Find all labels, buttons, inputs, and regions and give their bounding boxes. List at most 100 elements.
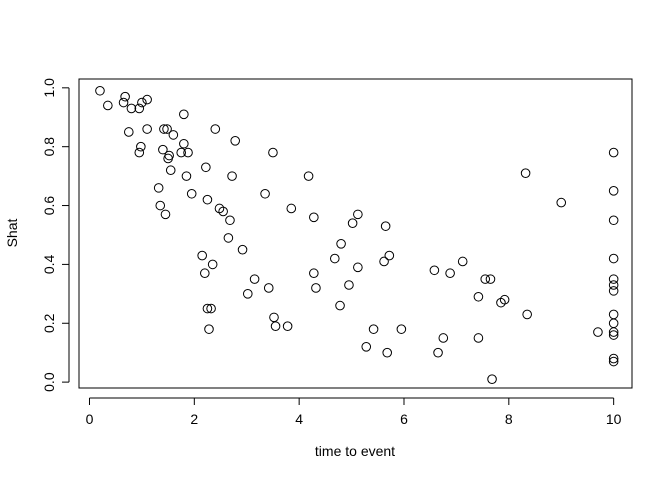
data-point — [168, 130, 179, 140]
data-point — [311, 283, 321, 293]
data-point — [176, 147, 187, 158]
data-point — [344, 280, 354, 290]
data-point — [329, 253, 340, 264]
y-tick-label: 0.4 — [41, 254, 57, 274]
data-point — [263, 283, 274, 293]
data-point — [160, 209, 171, 220]
data-point — [162, 124, 172, 134]
data-point — [123, 127, 134, 137]
data-point — [593, 327, 603, 337]
data-point — [165, 165, 176, 176]
data-point — [335, 300, 345, 311]
data-point — [120, 91, 130, 102]
data-point — [158, 144, 168, 155]
data-point — [142, 94, 152, 105]
data-point — [286, 203, 297, 214]
y-tick-label: 0.6 — [41, 196, 57, 216]
x-axis-label: time to event — [315, 443, 395, 459]
data-point — [522, 309, 532, 320]
data-point — [608, 286, 619, 296]
data-point — [136, 141, 146, 152]
x-axis: 0 2 4 6 8 10 — [86, 397, 622, 427]
data-point — [181, 171, 192, 181]
data-point — [353, 209, 363, 220]
y-tick-label: 0.0 — [41, 372, 57, 392]
data-point — [309, 212, 319, 223]
y-tick-label: 0.2 — [41, 313, 57, 333]
data-point — [270, 321, 281, 332]
data-point — [223, 233, 234, 243]
data-point — [608, 186, 619, 196]
data-point — [269, 312, 279, 323]
data-point — [608, 356, 619, 367]
data-point — [520, 168, 531, 178]
data-point — [473, 291, 484, 302]
data-point — [433, 347, 443, 358]
data-point — [485, 274, 496, 284]
data-point — [608, 280, 619, 290]
y-axis: 0.0 0.2 0.4 0.6 0.8 1.0 — [41, 78, 70, 392]
data-point — [197, 250, 207, 261]
x-tick-label: 6 — [400, 411, 408, 427]
data-point — [380, 221, 391, 231]
data-points — [95, 85, 619, 384]
data-point — [457, 256, 468, 267]
data-point — [207, 259, 218, 270]
data-point — [242, 289, 253, 299]
data-point — [438, 333, 449, 343]
data-point — [155, 200, 166, 211]
data-point — [159, 124, 169, 134]
data-point — [368, 324, 379, 334]
data-point — [230, 136, 241, 146]
data-point — [153, 183, 164, 193]
data-point — [134, 147, 145, 158]
x-tick-label: 4 — [295, 411, 303, 427]
data-point — [206, 303, 216, 314]
data-point — [336, 239, 346, 249]
data-point — [382, 347, 393, 358]
plot-box — [78, 78, 633, 389]
data-point — [237, 244, 248, 255]
data-point — [480, 274, 491, 284]
data-point — [608, 327, 619, 337]
data-point — [608, 215, 619, 226]
data-point — [608, 353, 619, 364]
data-point — [608, 253, 619, 264]
data-point — [225, 215, 235, 226]
data-point — [556, 197, 567, 208]
data-point — [183, 147, 193, 158]
data-point — [361, 342, 372, 352]
data-point — [134, 103, 145, 114]
data-point — [396, 324, 407, 334]
data-point — [179, 109, 189, 120]
data-point — [268, 147, 278, 158]
data-point — [204, 324, 214, 334]
data-point — [303, 171, 314, 181]
data-point — [218, 206, 228, 217]
data-point — [179, 138, 189, 149]
data-point — [227, 171, 237, 181]
x-tick-label: 10 — [606, 411, 622, 427]
data-point — [118, 97, 129, 108]
data-point — [487, 374, 497, 384]
data-point — [445, 268, 455, 279]
data-point — [608, 309, 619, 320]
data-point — [608, 330, 619, 340]
y-tick-label: 0.8 — [41, 137, 57, 157]
data-point — [126, 103, 137, 114]
data-point — [608, 274, 619, 284]
y-tick-label: 1.0 — [41, 78, 57, 98]
data-point — [309, 268, 319, 279]
data-point — [164, 150, 174, 161]
x-tick-label: 2 — [190, 411, 198, 427]
data-point — [103, 100, 113, 111]
data-point — [473, 333, 484, 343]
data-point — [142, 124, 152, 134]
data-point — [210, 124, 221, 134]
data-point — [137, 97, 147, 108]
data-point — [260, 188, 270, 199]
data-point — [353, 262, 363, 273]
data-point — [249, 274, 260, 284]
data-point — [429, 265, 440, 276]
